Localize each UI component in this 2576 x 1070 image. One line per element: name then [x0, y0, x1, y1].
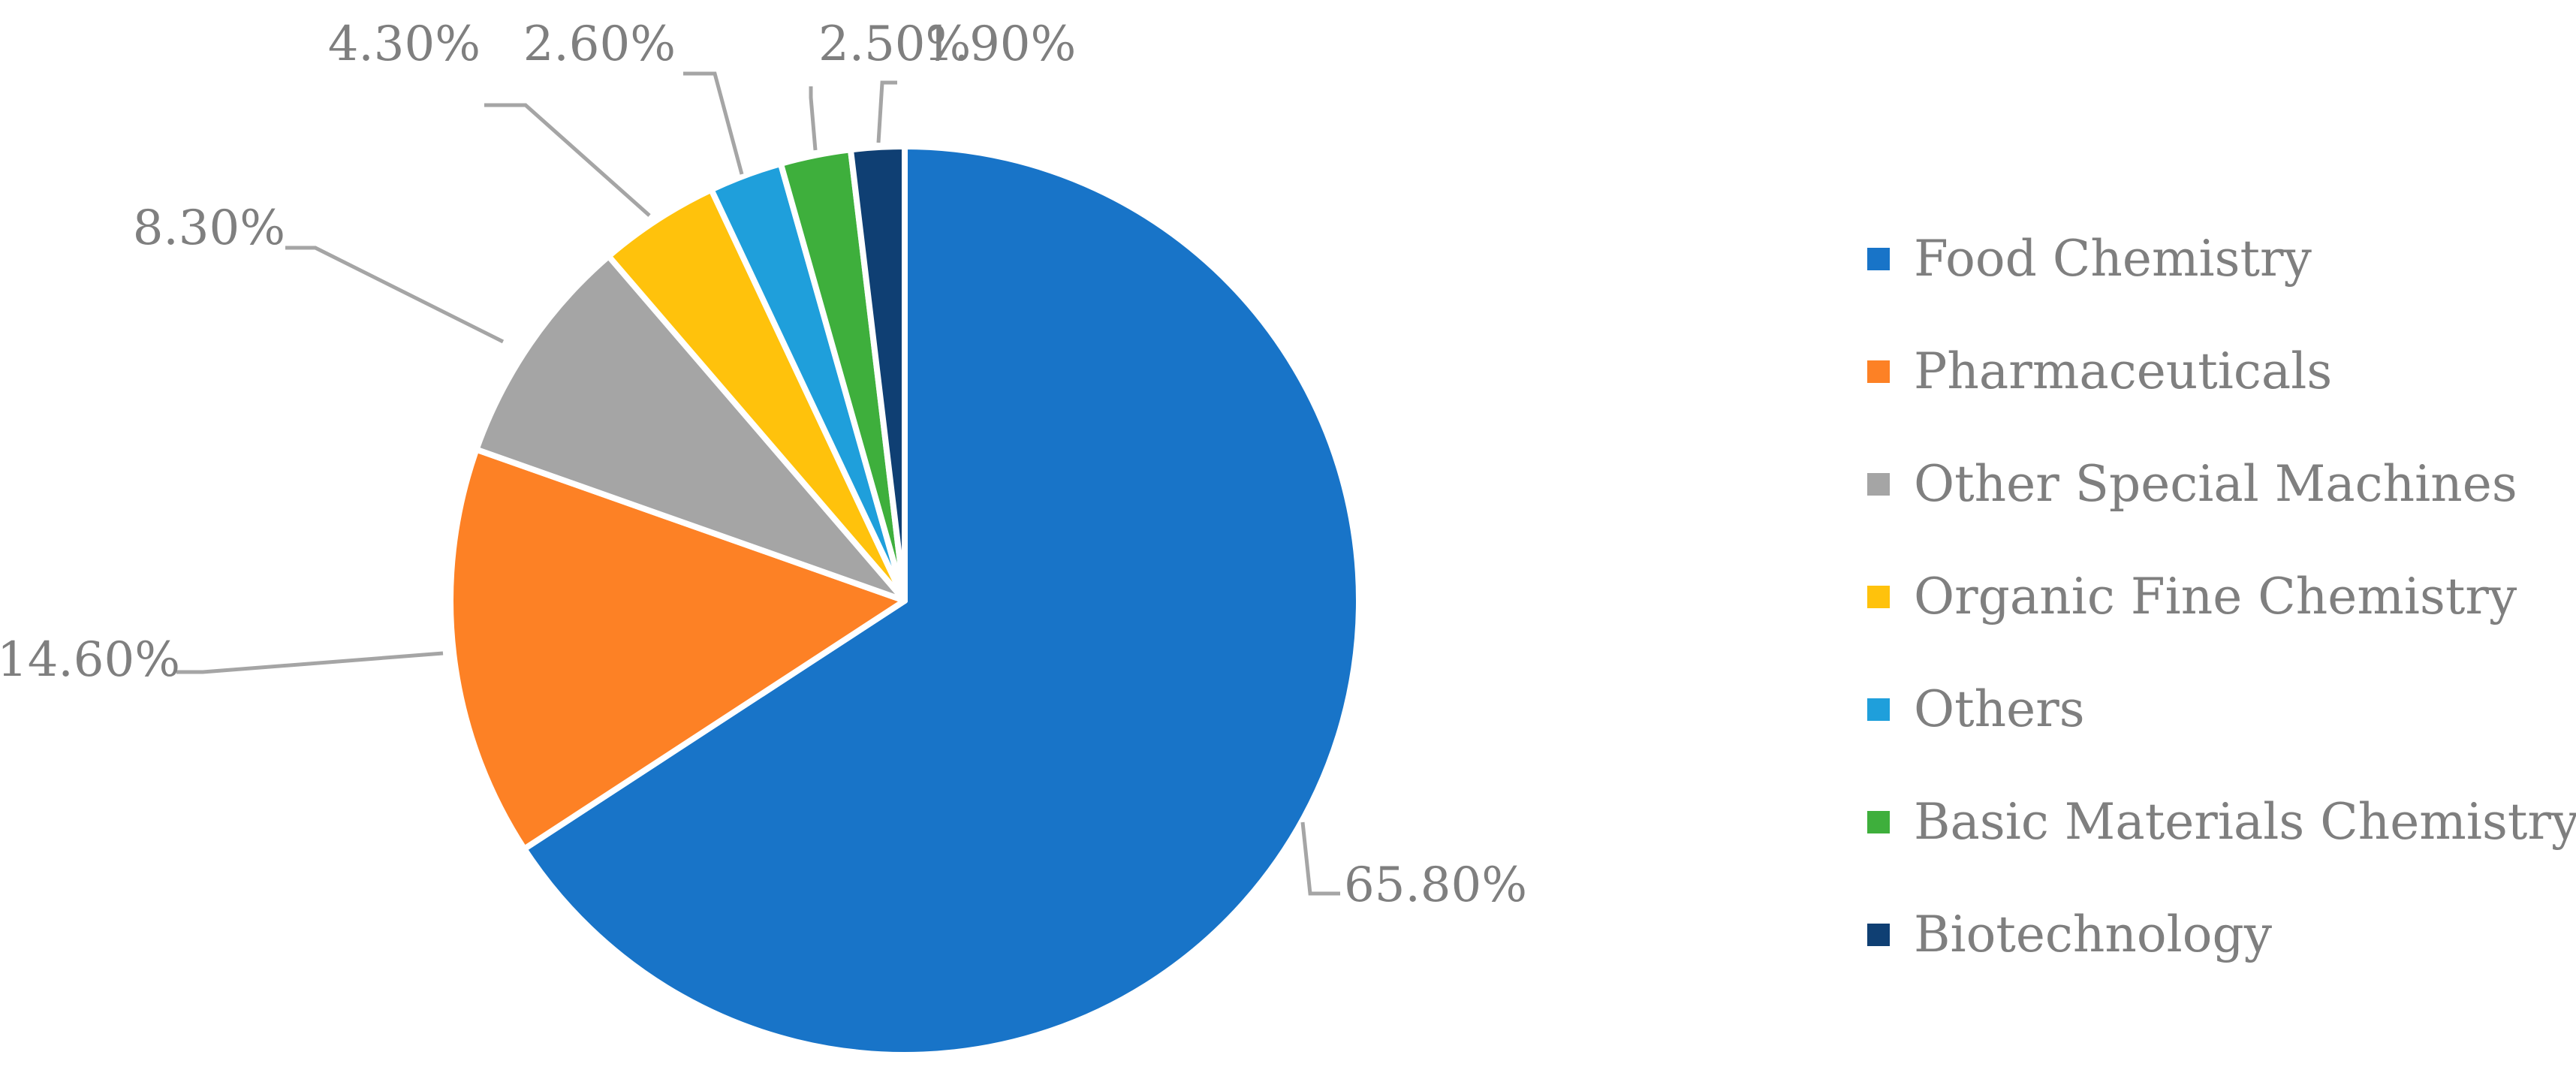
legend-label-biotechnology: Biotechnology: [1914, 906, 2273, 963]
data-label-pharmaceuticals: 14.60%: [0, 632, 180, 688]
legend-label-pharmaceuticals: Pharmaceuticals: [1914, 342, 2332, 400]
leader-line-other-special-machines: [285, 246, 505, 344]
legend-swatch-other-special-machines: [1867, 473, 1890, 496]
legend-item-other-special-machines: Other Special Machines: [1867, 455, 2517, 513]
legend-label-basic-materials-chemistry: Basic Materials Chemistry: [1914, 793, 2576, 851]
leader-lines: [176, 71, 1340, 896]
legend-swatch-biotechnology: [1867, 924, 1890, 946]
data-label-biotechnology: 1.90%: [923, 17, 1076, 72]
legend-item-basic-materials-chemistry: Basic Materials Chemistry: [1867, 793, 2576, 851]
legend-item-others: Others: [1867, 680, 2085, 738]
leader-line-biotechnology: [876, 80, 897, 143]
legend-item-biotechnology: Biotechnology: [1867, 906, 2273, 963]
data-label-organic-fine-chemistry: 4.30%: [328, 17, 481, 72]
leader-line-others: [683, 71, 744, 175]
legend-swatch-food-chemistry: [1867, 248, 1890, 270]
legend-swatch-organic-fine-chemistry: [1867, 586, 1890, 608]
data-labels: 65.80% 14.60% 8.30% 4.30% 2.60% 2.50%1.90%: [0, 17, 1527, 913]
legend-swatch-basic-materials-chemistry: [1867, 811, 1890, 833]
leader-line-basic-materials-chemistry: [809, 86, 818, 151]
legend-swatch-others: [1867, 698, 1890, 721]
data-label-others: 2.60%: [523, 17, 676, 72]
pie-slices: [447, 143, 1362, 1058]
data-label-basic-materials-chemistry: 2.50%: [818, 17, 971, 72]
legend-item-food-chemistry: Food Chemistry: [1867, 230, 2312, 288]
legend-item-pharmaceuticals: Pharmaceuticals: [1867, 342, 2332, 400]
pie-slice-pharmaceuticals: [447, 446, 908, 852]
pie-slice-food-chemistry: [521, 143, 1362, 1058]
legend-label-food-chemistry: Food Chemistry: [1914, 230, 2312, 288]
legend-label-others: Others: [1914, 680, 2085, 738]
legend: Food Chemistry Pharmaceuticals Other Speci…: [1867, 230, 2576, 963]
data-label-food-chemistry: 65.80%: [1344, 858, 1527, 913]
legend-label-other-special-machines: Other Special Machines: [1914, 455, 2517, 513]
legend-label-organic-fine-chemistry: Organic Fine Chemistry: [1914, 568, 2517, 625]
legend-swatch-pharmaceuticals: [1867, 360, 1890, 383]
leader-line-food-chemistry: [1300, 821, 1340, 896]
pie-slice-other-special-machines: [473, 253, 908, 604]
leader-line-pharmaceuticals: [176, 651, 444, 674]
legend-item-organic-fine-chemistry: Organic Fine Chemistry: [1867, 568, 2517, 625]
data-label-other-special-machines: 8.30%: [133, 200, 285, 256]
pie-slice-biotechnology: [847, 143, 908, 604]
leader-line-organic-fine-chemistry: [484, 103, 651, 217]
